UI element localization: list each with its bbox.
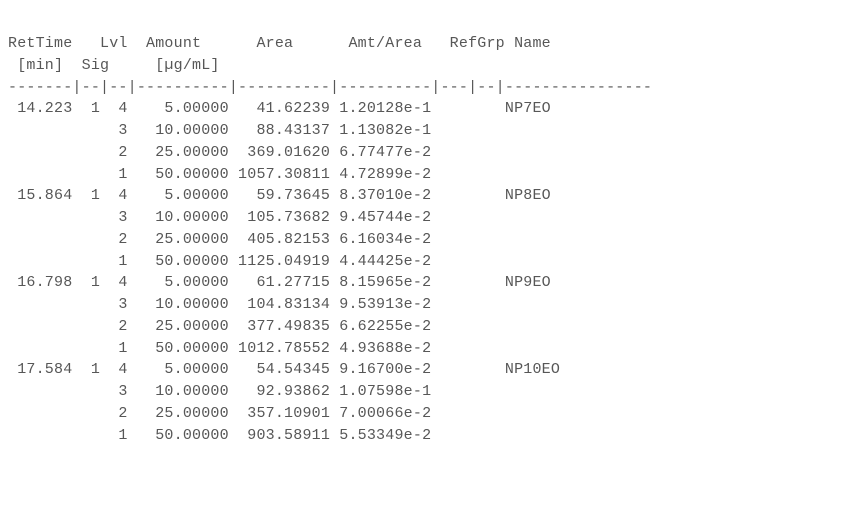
header-line-2: [min] Sig [µg/mL] [8,57,238,74]
data-rows: 14.223 1 4 5.00000 41.62239 1.20128e-1 N… [8,100,560,443]
calibration-table: RetTime Lvl Amount Area Amt/Area RefGrp … [0,15,853,446]
separator-line: -------|--|--|----------|----------|----… [8,79,652,96]
header-line-1: RetTime Lvl Amount Area Amt/Area RefGrp … [8,35,551,52]
